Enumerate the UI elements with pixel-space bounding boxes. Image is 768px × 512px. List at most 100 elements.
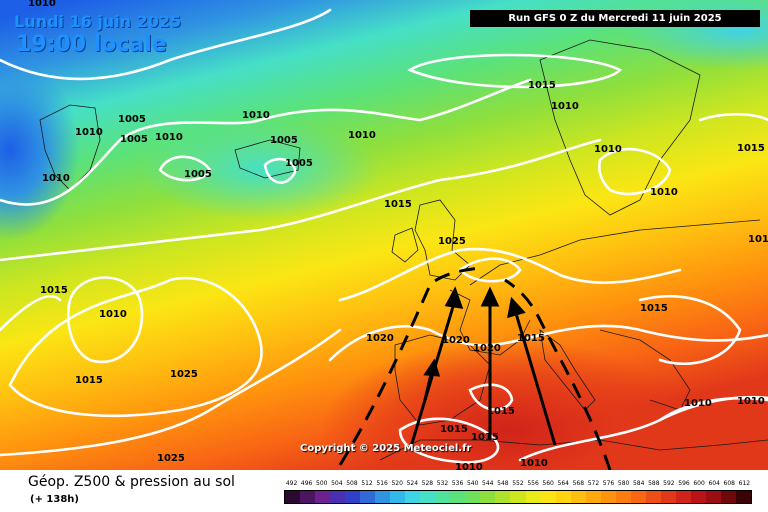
isobar-line	[0, 328, 342, 457]
scale-swatch	[360, 491, 376, 503]
isobar-label: 1020	[442, 335, 470, 346]
scale-tick-label: 564	[557, 480, 569, 487]
isobar-line	[658, 396, 768, 422]
flow-arrow	[513, 309, 557, 446]
scale-swatch	[525, 491, 541, 503]
scale-tick-label: 592	[663, 480, 675, 487]
scale-tick-label: 520	[391, 480, 403, 487]
coast-italy	[539, 329, 596, 411]
isobar-label: 1020	[473, 343, 501, 354]
scale-swatch	[315, 491, 331, 503]
isobar-line	[458, 257, 522, 283]
scale-tick-label: 568	[572, 480, 585, 487]
isobar-label: 1015	[640, 303, 668, 314]
scale-tick-label: 556	[527, 480, 539, 487]
scale-swatch	[540, 491, 556, 503]
scale-tick-label: 576	[602, 480, 615, 487]
isobar-line	[158, 155, 212, 182]
isobars	[0, 8, 768, 464]
isobar-label: 1015	[517, 333, 545, 344]
isobar-line	[398, 417, 500, 464]
isobar-label: 1015	[75, 375, 103, 386]
isobar-label: 1015	[440, 424, 468, 435]
valid-time: 19:00 locale	[16, 32, 167, 57]
isobar-line	[0, 138, 602, 262]
scale-swatch	[660, 491, 676, 503]
flow-arrowhead	[480, 286, 500, 307]
scale-tick-label: 572	[587, 480, 600, 487]
coast-ireland	[391, 227, 419, 263]
forecast-lead-time: (+ 138h)	[30, 494, 79, 505]
model-run-banner: Run GFS 0 Z du Mercredi 11 juin 2025	[470, 10, 760, 27]
isobar-label: 1010	[75, 127, 103, 138]
scale-swatch	[480, 491, 496, 503]
weather-map: 1010 1005 1010 1010 1005 1010 1005 1005 1005 1010…	[0, 0, 768, 470]
isobar-label: 1010	[99, 309, 127, 320]
isobar-label: 1015	[528, 80, 556, 91]
scale-tick-label: 560	[542, 480, 554, 487]
scale-swatch	[510, 491, 526, 503]
scale-tick-label: 508	[346, 480, 358, 487]
isobar-line	[638, 294, 742, 366]
isobar-label: 1010	[42, 173, 70, 184]
scale-swatch	[585, 491, 601, 503]
color-scale-labels: 492 496 500 504 508 512 516 520 524 528 532 536 540 5…	[284, 480, 752, 488]
scale-swatch	[420, 491, 436, 503]
scale-swatch	[570, 491, 586, 503]
isobar-label: 1025	[170, 369, 198, 380]
isobar-line	[0, 294, 62, 332]
isobar-label: 1005	[270, 135, 298, 146]
coast-africa	[379, 439, 768, 461]
scale-swatch	[300, 491, 316, 503]
scale-swatch	[690, 491, 706, 503]
scale-swatch	[705, 491, 721, 503]
isobar-label: 1010	[551, 101, 579, 112]
isobar-label: 1010	[28, 0, 56, 9]
scale-tick-label: 544	[482, 480, 494, 487]
scale-tick-label: 540	[466, 480, 479, 487]
coast-iceland	[234, 139, 301, 179]
isobar-line	[407, 53, 623, 89]
scale-swatch	[720, 491, 736, 503]
isobar-label: 1015	[384, 199, 412, 210]
scale-swatch	[375, 491, 391, 503]
isobar-label: 1005	[285, 158, 313, 169]
isobar-label: 1005	[118, 114, 146, 125]
isobar-label: 1005	[120, 134, 148, 145]
cold-pool-icelandic	[140, 120, 380, 220]
scale-tick-label: 516	[376, 480, 388, 487]
scale-swatch	[345, 491, 361, 503]
isobar-label: 1010	[242, 110, 270, 121]
scale-swatch	[285, 491, 301, 503]
scale-swatch	[645, 491, 661, 503]
scale-tick-label: 492	[285, 480, 298, 487]
scale-swatch	[615, 491, 631, 503]
isobar-label: 1010	[348, 130, 376, 141]
isobar-label: 1005	[184, 169, 212, 180]
isobar-line	[66, 276, 144, 364]
isobar-line	[0, 8, 332, 81]
flow-arrowhead	[507, 296, 526, 319]
scale-swatch	[675, 491, 691, 503]
flow-arrowhead	[423, 358, 441, 377]
scale-swatch	[735, 491, 751, 503]
scale-tick-label: 608	[723, 480, 735, 487]
scale-tick-label: 524	[406, 480, 419, 487]
scale-swatch	[450, 491, 466, 503]
isobar-label: 1010	[737, 396, 765, 407]
trough-axes	[338, 266, 612, 470]
isobar-label: 1015	[40, 285, 68, 296]
isobar-label: 1010	[155, 132, 183, 143]
scale-swatch	[390, 491, 406, 503]
scale-tick-label: 604	[708, 480, 720, 487]
scale-tick-label: 500	[316, 480, 328, 487]
coast-europe-north	[469, 219, 761, 286]
flow-arrowhead	[444, 286, 464, 309]
scale-swatch	[465, 491, 481, 503]
scale-tick-label: 548	[497, 480, 509, 487]
copyright-notice: Copyright © 2025 Meteociel.fr	[300, 443, 472, 454]
isobar-label: 1010	[455, 462, 483, 470]
scale-swatch	[630, 491, 646, 503]
scale-tick-label: 600	[693, 480, 705, 487]
